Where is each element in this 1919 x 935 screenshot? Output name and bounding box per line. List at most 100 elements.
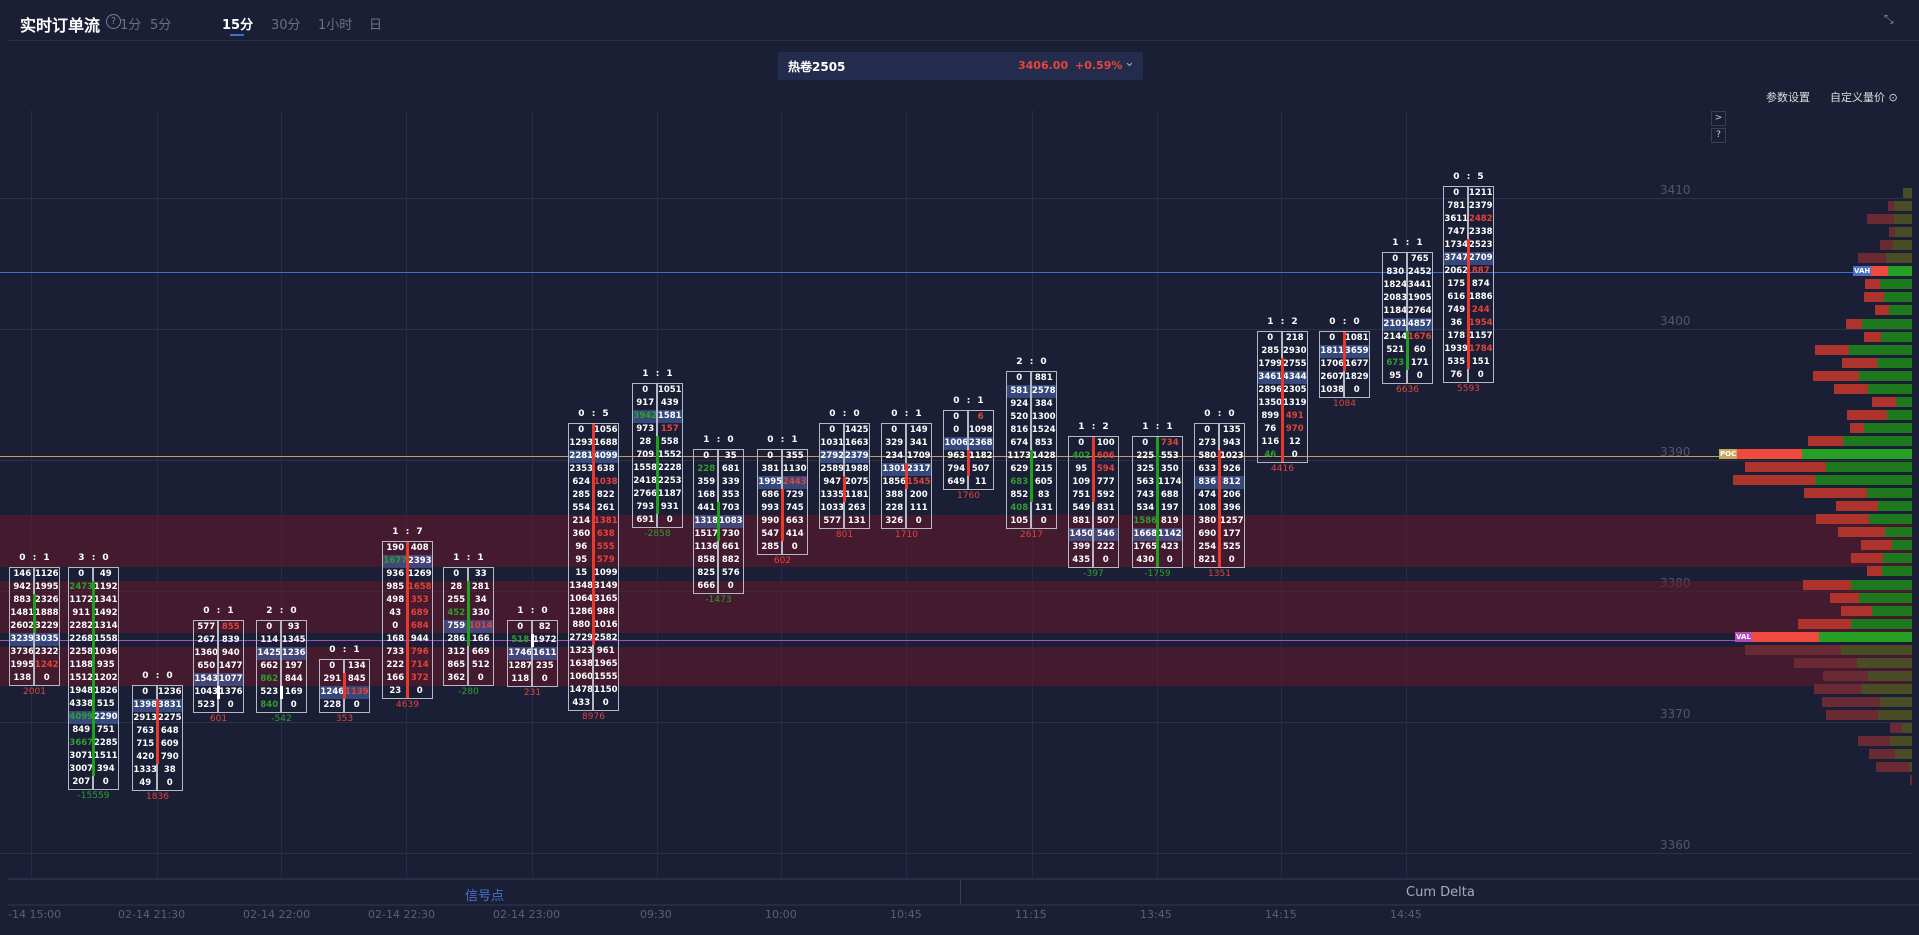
footprint-row: 0 149	[882, 424, 931, 437]
bid-volume: 1287	[508, 661, 533, 671]
tab-1min[interactable]: 1分	[120, 18, 142, 33]
tab-cum-delta[interactable]: Cum Delta	[1406, 885, 1475, 900]
ask-volume: 790	[160, 752, 179, 762]
footprint-row: 1512 1202	[69, 672, 118, 685]
tab-5min[interactable]: 5分	[150, 18, 172, 33]
footprint-column[interactable]: 2 : 0 0 881 581 2578 924 384 520 1300 816 1524 674 8…	[1006, 357, 1057, 540]
footprint-row: 686 729	[758, 489, 807, 502]
help-icon[interactable]: ?	[106, 14, 121, 29]
footprint-column[interactable]: 0 : 1 577 855 267 839 1360 940 650 1477 1543 1077 1…	[193, 606, 244, 724]
symbol-change: +0.59%	[1075, 59, 1123, 72]
bid-volume: 747	[1447, 227, 1466, 237]
footprint-column[interactable]: 1 : 0 0 35 228 681 359 339 168 353 441 703 1318 1083…	[693, 435, 744, 605]
bid-volume: 521	[1386, 345, 1405, 355]
footprint-column[interactable]: 0 : 1 146 1126 942 1995 883 2326 1481 1888 2602 32…	[9, 553, 60, 697]
footprint-column[interactable]: 1 : 1 0 33 28 281 255 34 452 330 759 1014 286 166 312…	[443, 553, 494, 697]
tab-15min[interactable]: 15分	[222, 18, 254, 33]
footprint-column[interactable]: 0 : 0 0 135 273 943 580 1023 633 926 836 812 474 206…	[1194, 409, 1245, 579]
footprint-column[interactable]: 0 : 1 0 6 0 1098 1006 2368 963 1182 794 507 649 11 17…	[943, 396, 994, 501]
footprint-box: 0 355 381 1130 1995 2443 686 729 993 745 990 663 547…	[757, 449, 808, 555]
footprint-row: 108 396	[1195, 502, 1244, 515]
ask-volume: 887	[1471, 266, 1490, 276]
footprint-column[interactable]: 2 : 0 0 93 114 1345 1425 1236 662 197 862 844 523 16…	[256, 606, 307, 724]
params-settings-link[interactable]: 参数设置	[1766, 91, 1810, 104]
bid-volume: 577	[197, 622, 216, 632]
footprint-column[interactable]: 1 : 7 190 408 1677 2393 936 1269 985 1658 498 353 4…	[382, 527, 433, 710]
custom-volume-price-link[interactable]: 自定义量价 ⊙	[1830, 91, 1898, 104]
footprint-column[interactable]: 1 : 1 0 1051 917 439 3942 1581 973 157 28 558 709 15…	[632, 369, 683, 539]
imbalance-count-label: 0 : 1	[203, 606, 234, 616]
delta-bar-red	[905, 463, 908, 489]
footprint-row: 520 1300	[1007, 411, 1056, 424]
footprint-column[interactable]: 0 : 0 0 1081 1811 3659 1706 1677 2607 1829 1038 0 1…	[1319, 317, 1370, 409]
volume-profile-bar	[1867, 214, 1912, 225]
expand-button[interactable]: >	[1711, 111, 1726, 126]
chart-help-button[interactable]: ?	[1711, 128, 1726, 143]
ask-volume: 2582	[593, 633, 618, 643]
footprint-column[interactable]: 0 : 5 0 1211 781 2379 3611 2482 747 2338 1734 2523…	[1443, 172, 1494, 394]
ask-volume: 1211	[1468, 188, 1493, 198]
bid-volume: 883	[13, 595, 32, 605]
ask-volume: 151	[1471, 357, 1490, 367]
bid-volume: 523	[260, 687, 279, 697]
bid-volume: 178	[1447, 331, 1466, 341]
footprint-column[interactable]: 0 : 5 0 1056 1293 1688 2281 4099 2353 638 624 1038…	[568, 409, 619, 722]
ask-volume: 944	[410, 634, 429, 644]
footprint-row: 116 12	[1258, 436, 1307, 449]
footprint-column[interactable]: 0 : 0 0 1236 1398 3831 2913 2275 763 648 715 609 42…	[132, 671, 183, 802]
column-delta: -2858	[644, 529, 671, 539]
footprint-row: 985 1658	[383, 581, 432, 594]
footprint-row: 0 1425	[820, 424, 869, 437]
bid-volume: 1033	[820, 503, 845, 513]
footprint-column[interactable]: 1 : 1 0 765 830 2452 1824 3441 2083 1905 1184 2764…	[1382, 238, 1433, 395]
footprint-row: 917 439	[633, 397, 682, 410]
bid-volume: 15	[575, 568, 588, 578]
tab-day[interactable]: 日	[369, 18, 383, 33]
volume-profile-bar	[1861, 540, 1912, 551]
footprint-column[interactable]: 0 : 1 0 134 291 845 1246 1139 228 0 353	[319, 645, 370, 724]
footprint-column[interactable]: 1 : 1 0 734 225 553 325 350 563 1174 743 688 534 197…	[1132, 422, 1183, 579]
footprint-row: 563 1174	[1133, 476, 1182, 489]
ask-volume: 1314	[93, 621, 118, 631]
volume-profile-bar	[1869, 749, 1912, 760]
symbol-selector[interactable]: 热卷2505 3406.00 +0.59% ⌄	[778, 52, 1143, 80]
tab-30min[interactable]: 30分	[271, 18, 301, 33]
collapse-icon[interactable]: ⤡	[1884, 12, 1894, 26]
bid-volume: 286	[447, 634, 466, 644]
bid-volume: 76	[1264, 424, 1277, 434]
bid-volume: 0	[453, 569, 460, 579]
footprint-column[interactable]: 3 : 0 0 49 2473 1192 1172 1341 911 1492 2282 1314 2…	[68, 553, 119, 801]
ask-volume: 2368	[968, 438, 993, 448]
footprint-column[interactable]: 1 : 0 0 82 518 1972 1746 1611 1287 235 118 0 231	[507, 606, 558, 698]
sell-volume-segment	[1804, 488, 1867, 499]
footprint-row: 360 638	[569, 528, 618, 541]
tab-signal-points[interactable]: 信号点	[465, 889, 505, 904]
footprint-row: 849 751	[69, 724, 118, 737]
footprint-column[interactable]: 1 : 2 0 100 402 606 95 594 109 777 751 592 549 831 88…	[1068, 422, 1119, 579]
tab-1hour[interactable]: 1小时	[318, 18, 353, 33]
volume-profile-bar	[1822, 696, 1912, 707]
ask-volume: 734	[1160, 438, 1179, 448]
bid-volume: 686	[761, 490, 780, 500]
footprint-row: 23 0	[383, 685, 432, 698]
footprint-column[interactable]: 0 : 1 0 149 329 341 234 1709 1301 2317 1856 1545 38…	[881, 409, 932, 540]
bid-volume: 3747	[1444, 253, 1469, 263]
volume-profile-bar	[1888, 201, 1912, 212]
footprint-column[interactable]: 0 : 0 0 1425 1031 1663 2792 2379 2589 1988 947 207…	[819, 409, 870, 540]
imbalance-count-label: 0 : 1	[329, 645, 360, 655]
footprint-column[interactable]: 1 : 2 0 218 285 2930 1799 2755 3461 4344 2896 2305…	[1257, 317, 1308, 474]
ask-volume: 0	[791, 542, 798, 552]
footprint-row: 3239 3035	[10, 633, 59, 646]
bid-volume: 420	[136, 752, 155, 762]
bid-volume: 563	[1136, 477, 1155, 487]
horizontal-gridline	[0, 722, 1912, 723]
bid-volume: 0	[142, 687, 149, 697]
footprint-box: 0 93 114 1345 1425 1236 662 197 862 844 523 169 840 0	[256, 620, 307, 713]
buy-volume-segment	[1841, 644, 1912, 655]
footprint-column[interactable]: 0 : 1 0 355 381 1130 1995 2443 686 729 993 745 990 6…	[757, 435, 808, 566]
delta-bar-green	[92, 581, 95, 776]
bid-volume: 0	[891, 425, 898, 435]
footprint-row: 830 2452	[1383, 266, 1432, 279]
footprint-row: 899 491	[1258, 410, 1307, 423]
bid-volume: 633	[1198, 464, 1217, 474]
